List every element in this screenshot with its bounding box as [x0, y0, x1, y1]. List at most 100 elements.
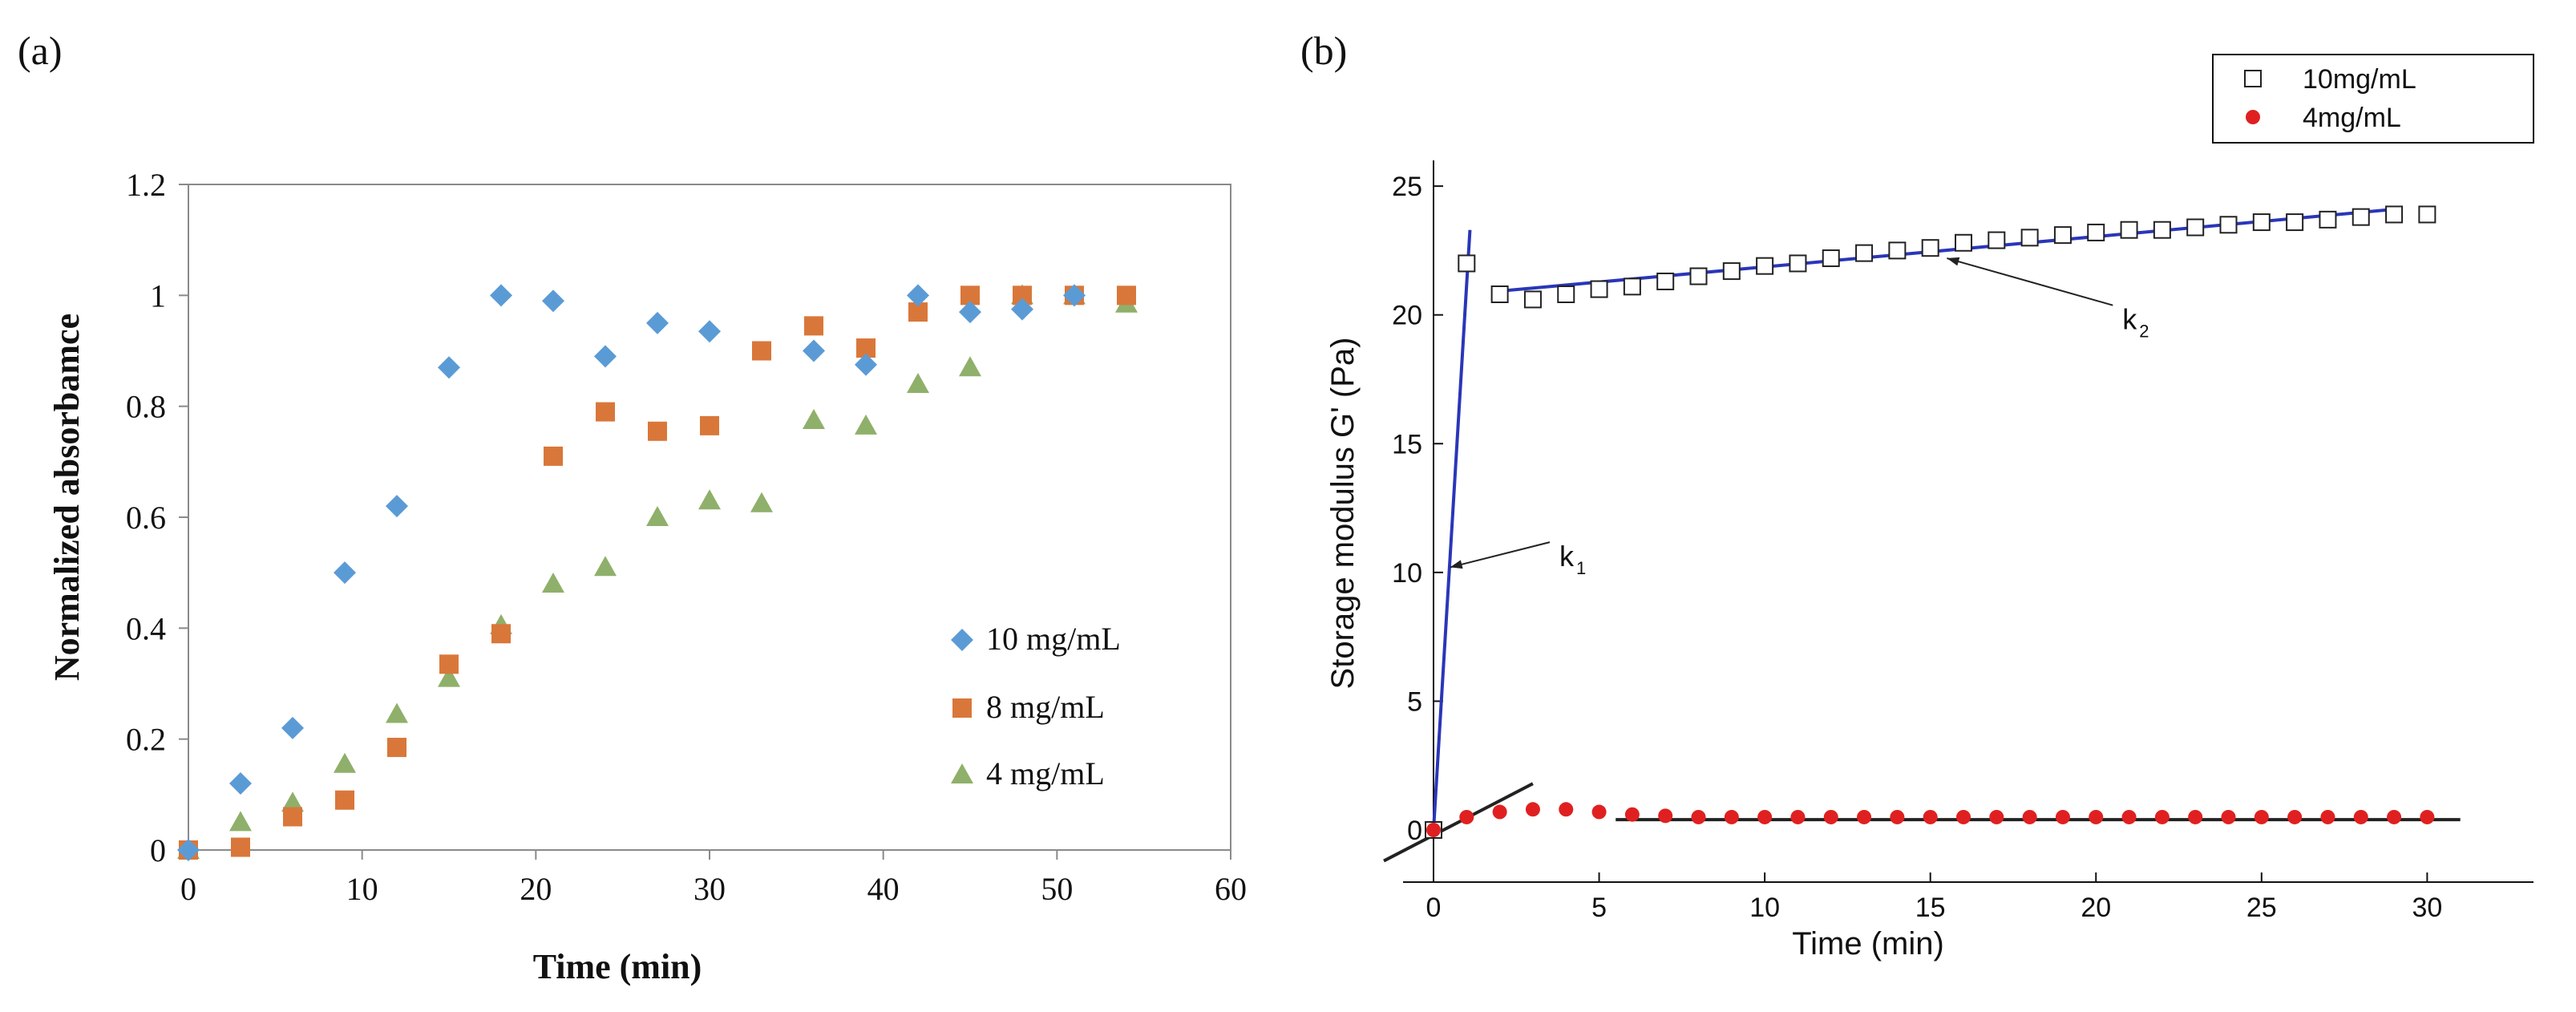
chart-b-annotation-arrowhead	[1450, 560, 1463, 569]
chart-b-y-tick-label: 5	[1407, 686, 1422, 717]
chart-b-point-open-square	[1689, 267, 1708, 285]
chart-a-point-diamond	[959, 301, 981, 324]
chart-b-point-open-square	[2319, 210, 2337, 229]
chart-b-point-filled-circle	[1459, 809, 1474, 824]
chart-a-point-square	[752, 341, 771, 361]
chart-b-point-open-square	[2219, 216, 2238, 234]
chart-b-fit-line	[1383, 782, 1534, 863]
chart-b-point-open-square	[1490, 285, 1509, 303]
chart-a-point-triangle	[386, 702, 408, 723]
chart-a-point-triangle	[907, 373, 929, 393]
chart-b-legend: 10mg/mL 4mg/mL	[2212, 54, 2534, 144]
chart-b-annotation-label: k	[1559, 540, 1575, 573]
chart-a-point-square	[387, 738, 406, 758]
chart-b-y-tick-label: 10	[1392, 558, 1422, 589]
chart-b-legend-label: 10mg/mL	[2303, 64, 2416, 95]
chart-b-fit-line	[1432, 229, 1472, 831]
panel-label-b: (b)	[1300, 28, 1347, 73]
chart-b-point-open-square	[1756, 257, 1774, 275]
chart-b-point-filled-circle	[2420, 809, 2435, 824]
chart-b-legend-swatch	[2244, 70, 2262, 87]
chart-a-x-tick-label: 0	[180, 871, 196, 907]
chart-a-point-triangle	[229, 811, 252, 832]
chart-a-legend-label: 10 mg/mL	[986, 621, 1121, 657]
chart-a-x-tick-label: 40	[867, 871, 900, 907]
chart-a-legend: 10 mg/mL 8 mg/mL 4 mg/mL	[951, 621, 1121, 791]
chart-a-point-square	[544, 446, 563, 466]
chart-a-legend-swatch	[951, 763, 973, 783]
chart-b-point-filled-circle	[1624, 807, 1640, 822]
chart-b-point-filled-circle	[1492, 804, 1507, 820]
chart-b-y-tick-label: 0	[1407, 816, 1422, 846]
chart-b-point-open-square	[1955, 233, 1972, 252]
chart-a-point-square	[648, 421, 667, 441]
chart-b-point-filled-circle	[2089, 809, 2104, 824]
chart-b-x-tick-label: 5	[1591, 893, 1607, 923]
chart-b-point-filled-circle	[1691, 809, 1706, 824]
chart-b-point-filled-circle	[1790, 809, 1806, 824]
chart-b-y-tick-label: 20	[1392, 301, 1422, 331]
chart-a-point-diamond	[438, 356, 460, 379]
chart-b-point-open-square	[1822, 249, 1840, 268]
chart-a-y-tick-label: 1	[150, 277, 166, 314]
chart-b-point-filled-circle	[2387, 809, 2402, 824]
chart-a-y-tick-label: 0.4	[126, 610, 166, 646]
chart-b-point-filled-circle	[2287, 809, 2303, 824]
chart-a-point-triangle	[281, 791, 304, 812]
chart-b-point-open-square	[1888, 241, 1907, 260]
chart-b-axes	[1403, 160, 2534, 883]
chart-b-point-open-square	[2352, 208, 2370, 226]
chart-a-y-tick-label: 0.6	[126, 500, 166, 536]
chart-b-x-axis-label: Time (min)	[1792, 926, 1944, 961]
chart-b-point-open-square	[1855, 244, 1874, 262]
chart-a-ticks: 0 10 20 30 40 50 60 0 0.2 0.4 0.6 0.8 1 1.2	[126, 167, 1247, 907]
chart-b-point-open-square	[1656, 272, 1675, 290]
chart-b-point-filled-circle	[2221, 809, 2236, 824]
chart-a-point-square	[283, 807, 302, 827]
chart-b-x-tick-label: 0	[1426, 893, 1442, 923]
chart-b-point-open-square	[2252, 213, 2271, 232]
chart-a-point-diamond	[803, 339, 825, 362]
chart-b-point-open-square	[2153, 221, 2171, 239]
chart-b-point-filled-circle	[1426, 823, 1441, 837]
chart-a-y-tick-label: 1.2	[126, 167, 166, 203]
chart-b-annotation-arrow	[1947, 257, 2113, 306]
chart-b-annotation-subscript: 2	[2139, 322, 2149, 342]
chart-b-point-open-square	[1988, 231, 2006, 249]
chart-b-point-filled-circle	[2055, 809, 2070, 824]
chart-b-point-filled-circle	[1857, 809, 1872, 824]
chart-a-x-tick-label: 20	[520, 871, 552, 907]
chart-b-point-filled-circle	[2320, 809, 2335, 824]
chart-a-point-triangle	[334, 752, 356, 773]
chart-b-point-filled-circle	[1559, 802, 1574, 817]
chart-b-point-filled-circle	[1724, 809, 1739, 824]
chart-a-point-diamond	[646, 311, 669, 334]
panel-label-a: (a)	[18, 28, 63, 73]
chart-b-annotation-arrowhead	[1947, 257, 1960, 266]
chart-b-point-filled-circle	[2022, 809, 2037, 824]
chart-b-x-tick-label: 10	[1749, 893, 1780, 923]
chart-a-point-triangle	[959, 356, 981, 377]
chart-b-point-open-square	[2120, 221, 2138, 239]
chart-a-point-triangle	[438, 666, 460, 687]
chart-b-point-filled-circle	[2121, 809, 2137, 824]
chart-b-point-filled-circle	[1757, 809, 1773, 824]
chart-b-point-filled-circle	[2353, 809, 2368, 824]
chart-a-x-tick-label: 50	[1041, 871, 1073, 907]
chart-b-point-filled-circle	[1923, 809, 1938, 824]
chart-b-legend-box	[2212, 54, 2534, 144]
chart-b-point-open-square	[1590, 280, 1608, 298]
chart-a-point-diamond	[698, 320, 721, 343]
chart-b-point-open-square	[2418, 205, 2436, 224]
chart-a-point-diamond	[1011, 298, 1033, 321]
chart-b-x-tick-label: 30	[2412, 893, 2442, 923]
chart-a-point-square	[491, 624, 511, 644]
chart-b-point-filled-circle	[1989, 809, 2004, 824]
chart-a-point-square	[596, 402, 615, 422]
chart-b-point-filled-circle	[1823, 809, 1838, 824]
chart-b-point-filled-circle	[1658, 808, 1673, 824]
chart-b-point-filled-circle	[2254, 809, 2269, 824]
chart-b-point-open-square	[1789, 254, 1807, 273]
chart-a-point-triangle	[698, 489, 721, 510]
